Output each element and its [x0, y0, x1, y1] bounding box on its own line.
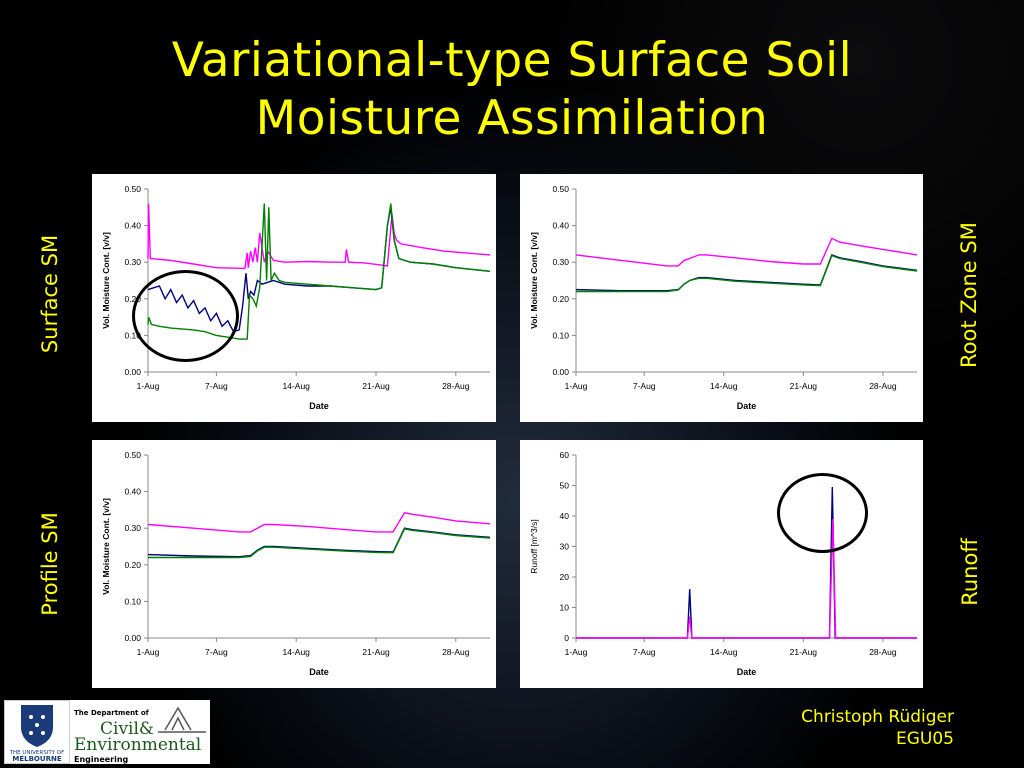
- x-axis-label: Date: [309, 667, 329, 677]
- series-line-1: [575, 254, 918, 292]
- y-tick-label: 0.40: [552, 221, 569, 231]
- y-tick-label: 0.00: [552, 367, 569, 377]
- title-line-1: Variational-type Surface Soil: [171, 33, 853, 88]
- chart-runoff-svg: 0 10 20 30 40 50 60 1-Aug 7-Aug 14-Aug 21-Aug 28-Au…: [529, 450, 917, 677]
- series-line-0: [147, 203, 491, 270]
- y-axis-label: Runoff [m^3/s]: [529, 519, 539, 573]
- series-line-1: [576, 518, 917, 639]
- y-tick-label: 60: [560, 450, 570, 460]
- highlight-circle-runoff: [777, 473, 868, 553]
- department-logo: The Department of Civil& Environmental E…: [70, 700, 210, 764]
- conference-name: EGU05: [896, 729, 954, 749]
- series-line-0: [575, 237, 918, 267]
- dept-text-2: Civil&: [100, 719, 154, 739]
- x-tick-label: 21-Aug: [790, 647, 818, 657]
- university-crest-icon: THE UNIVERSITY OF MELBOURNE: [9, 705, 65, 763]
- author-name: Christoph Rüdiger: [801, 707, 954, 727]
- department-logo-svg: The Department of Civil& Environmental E…: [74, 706, 206, 764]
- y-tick-label: 0.50: [124, 450, 141, 460]
- label-surface-sm: Surface SM: [38, 234, 62, 354]
- x-tick-label: 14-Aug: [710, 647, 738, 657]
- x-tick-label: 1-Aug: [137, 647, 160, 657]
- x-axis-label: Date: [309, 401, 329, 411]
- dept-text-1: The Department of: [74, 709, 150, 717]
- x-tick-label: 28-Aug: [442, 381, 470, 391]
- y-tick-label: 20: [560, 572, 570, 582]
- series-line-1: [147, 527, 491, 558]
- y-tick-label: 0.10: [552, 330, 569, 340]
- uni-text-1: THE UNIVERSITY OF: [9, 750, 65, 756]
- x-tick-label: 7-Aug: [205, 381, 228, 391]
- y-tick-label: 0.20: [124, 560, 141, 570]
- x-tick-label: 21-Aug: [362, 381, 390, 391]
- x-tick-label: 7-Aug: [633, 647, 656, 657]
- series-line-0: [147, 512, 491, 533]
- y-tick-label: 0.10: [124, 596, 141, 606]
- x-tick-label: 28-Aug: [869, 647, 897, 657]
- series-line-2: [148, 528, 491, 559]
- y-tick-label: 30: [560, 542, 570, 552]
- y-tick-label: 0.50: [124, 184, 141, 194]
- slide-title: Variational-type Surface Soil Moisture A…: [60, 32, 964, 148]
- y-tick-label: 0: [564, 633, 569, 643]
- x-tick-label: 21-Aug: [790, 381, 818, 391]
- chart-root-zone-sm: 0.00 0.10 0.20 0.30 0.40 0.50 1-Aug 7-Aug 14-Aug…: [520, 174, 923, 422]
- author-block: Christoph Rüdiger EGU05: [801, 706, 954, 750]
- y-tick-label: 0.00: [124, 367, 141, 377]
- uni-text-2: MELBOURNE: [12, 755, 61, 763]
- y-tick-label: 50: [560, 481, 570, 491]
- x-tick-label: 1-Aug: [137, 381, 160, 391]
- y-tick-label: 0.10: [124, 330, 141, 340]
- y-tick-label: 0.20: [124, 294, 141, 304]
- x-tick-label: 7-Aug: [633, 381, 656, 391]
- x-tick-label: 14-Aug: [282, 381, 310, 391]
- label-runoff: Runoff: [958, 538, 982, 606]
- y-tick-label: 0.40: [124, 221, 141, 231]
- title-line-2: Moisture Assimilation: [255, 91, 769, 146]
- x-axis-label: Date: [737, 667, 757, 677]
- y-axis-label: Vol. Moisture Cont. [v/v]: [529, 232, 539, 329]
- x-tick-label: 14-Aug: [710, 381, 738, 391]
- dept-text-3: Environmental: [74, 735, 201, 755]
- x-tick-label: 14-Aug: [282, 647, 310, 657]
- y-tick-label: 0.40: [124, 487, 141, 497]
- chart-profile-sm: 0.00 0.10 0.20 0.30 0.40 0.50 1-Aug 7-Aug 14-Aug…: [92, 440, 496, 688]
- x-tick-label: 1-Aug: [565, 381, 588, 391]
- chart-surface-svg: 0.00 0.10 0.20 0.30 0.40 0.50 1-Aug 7-Aug 14-Aug…: [101, 184, 491, 411]
- y-tick-label: 0.30: [124, 257, 141, 267]
- dept-text-4: Engineering: [74, 755, 129, 764]
- x-tick-label: 21-Aug: [362, 647, 390, 657]
- chart-runoff: 0 10 20 30 40 50 60 1-Aug 7-Aug 14-Aug 21-Aug 28-Au…: [520, 440, 923, 688]
- y-tick-label: 0.00: [124, 633, 141, 643]
- y-tick-label: 0.20: [552, 294, 569, 304]
- chart-root-svg: 0.00 0.10 0.20 0.30 0.40 0.50 1-Aug 7-Aug 14-Aug…: [529, 184, 918, 411]
- y-tick-label: 0.30: [552, 257, 569, 267]
- y-axis-label: Vol. Moisture Cont. [v/v]: [101, 498, 111, 595]
- y-tick-label: 40: [560, 511, 570, 521]
- y-axis-label: Vol. Moisture Cont. [v/v]: [101, 232, 111, 329]
- y-tick-label: 0.50: [552, 184, 569, 194]
- label-root-zone-sm: Root Zone SM: [957, 222, 981, 368]
- chart-profile-svg: 0.00 0.10 0.20 0.30 0.40 0.50 1-Aug 7-Aug 14-Aug…: [101, 450, 491, 677]
- series-line-2: [576, 254, 918, 293]
- bridge-icon: [158, 706, 206, 733]
- label-profile-sm: Profile SM: [38, 512, 62, 616]
- x-tick-label: 1-Aug: [565, 647, 588, 657]
- x-axis-label: Date: [737, 401, 757, 411]
- highlight-circle-surface: [132, 270, 239, 362]
- university-logo: THE UNIVERSITY OF MELBOURNE: [4, 700, 70, 764]
- y-tick-label: 10: [560, 603, 570, 613]
- x-tick-label: 28-Aug: [869, 381, 897, 391]
- y-tick-label: 0.30: [124, 523, 141, 533]
- x-tick-label: 28-Aug: [442, 647, 470, 657]
- x-tick-label: 7-Aug: [205, 647, 228, 657]
